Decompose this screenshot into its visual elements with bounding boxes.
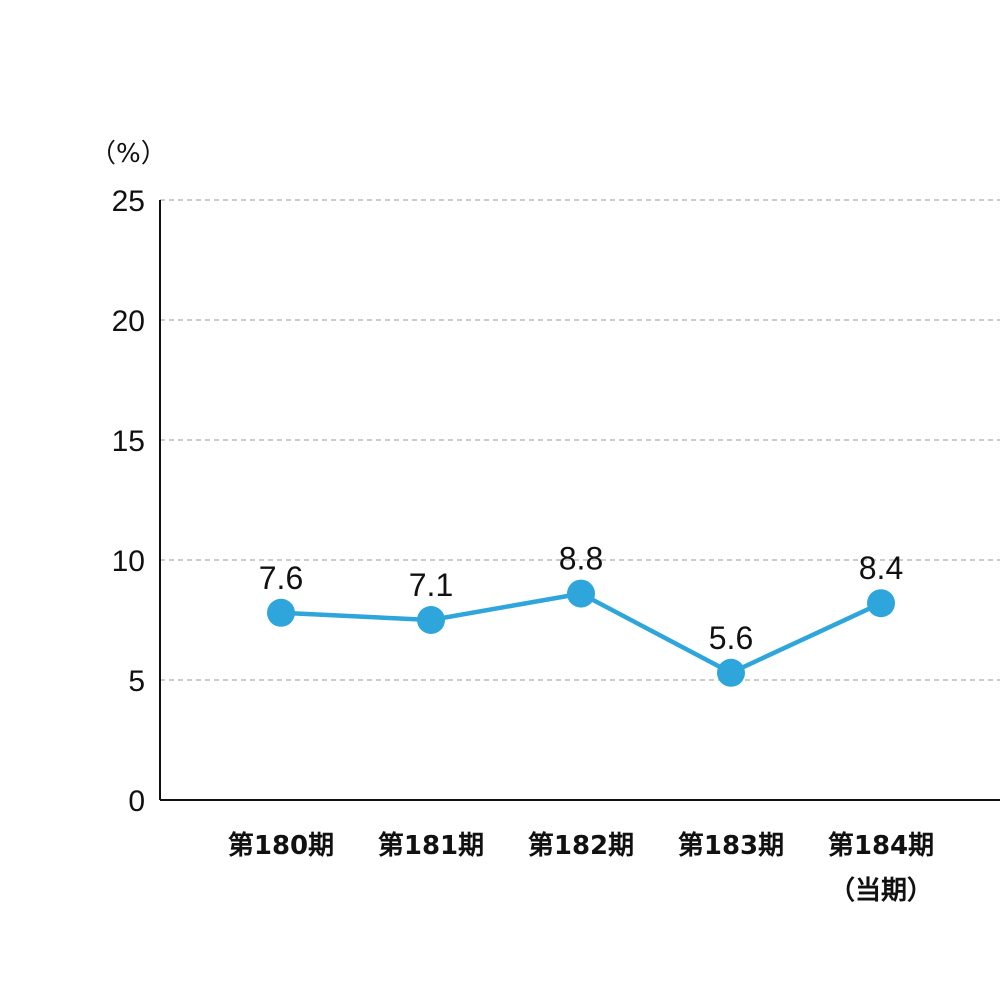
data-point xyxy=(867,589,895,618)
y-tick-label: 20 xyxy=(112,305,145,338)
y-tick-label: 25 xyxy=(112,185,145,218)
y-tick-labels: 0 5 10 15 20 25 xyxy=(112,185,145,818)
x-tick-label: 第182期 xyxy=(528,830,634,861)
x-tick-label: 第180期 xyxy=(228,830,334,861)
data-points xyxy=(267,579,895,687)
gridlines xyxy=(160,199,1000,681)
data-label: 8.8 xyxy=(559,541,603,577)
x-tick-label: （当期） xyxy=(829,876,933,906)
data-point xyxy=(567,579,595,608)
data-point xyxy=(267,598,295,627)
data-label: 8.4 xyxy=(859,550,903,586)
data-point xyxy=(717,658,745,687)
y-tick-label: 0 xyxy=(128,785,145,818)
x-tick-labels: 第180期 第181期 第182期 第183期 第184期 （当期） xyxy=(228,830,934,906)
data-point xyxy=(417,606,445,634)
y-tick-label: 10 xyxy=(112,545,145,578)
data-label: 5.6 xyxy=(709,620,753,656)
y-axis-unit-label: （%） xyxy=(90,139,167,169)
y-tick-label: 15 xyxy=(112,425,145,458)
data-label: 7.1 xyxy=(409,567,453,603)
x-tick-label: 第181期 xyxy=(378,830,484,861)
data-label: 7.6 xyxy=(259,560,303,596)
x-tick-label: 第184期 xyxy=(828,830,934,861)
data-labels: 7.6 7.1 8.8 5.6 8.4 xyxy=(259,541,903,656)
x-tick-label: 第183期 xyxy=(678,830,784,861)
y-tick-label: 5 xyxy=(128,665,145,698)
